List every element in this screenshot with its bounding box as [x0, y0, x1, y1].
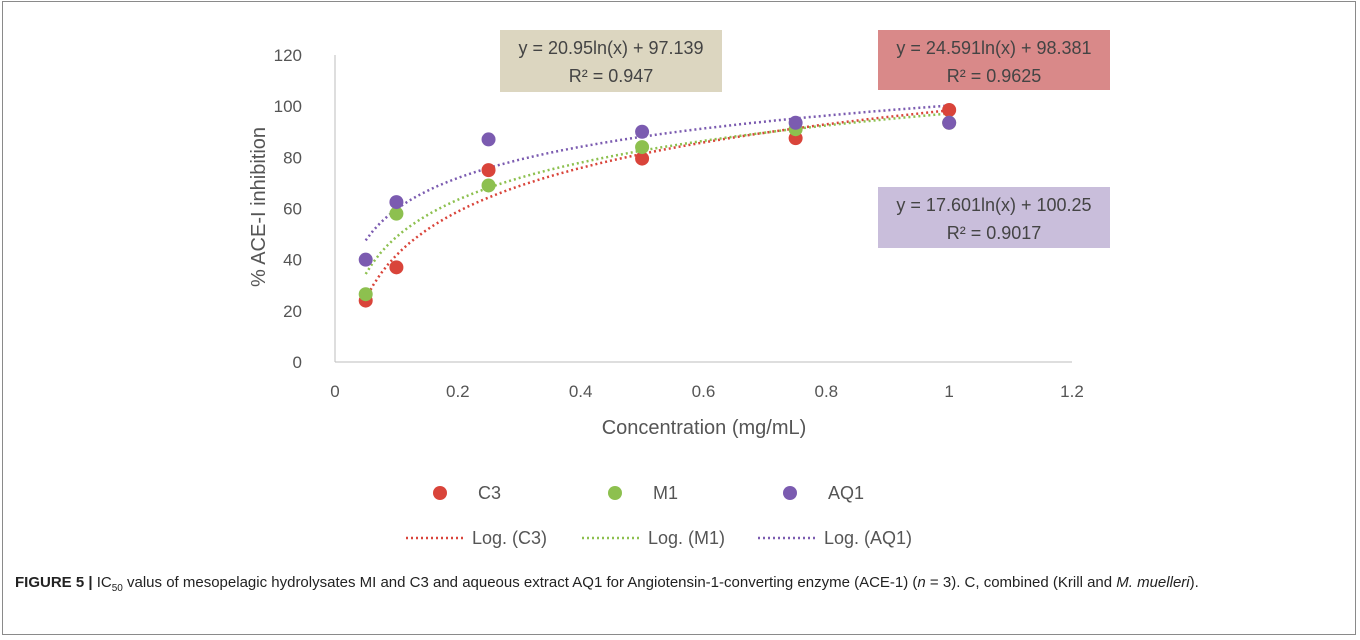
caption-ic: IC [96, 574, 112, 591]
y-axis-label: % ACE-I inhibition [248, 127, 270, 287]
trendline-aq1 [364, 104, 950, 242]
y-tick-label: 80 [283, 148, 302, 167]
point-m1 [481, 178, 496, 193]
x-tick-label: 0.4 [569, 382, 593, 401]
y-tick-label: 120 [274, 46, 302, 65]
point-c3 [635, 151, 650, 166]
r-squared-text-m1: R² = 0.947 [569, 66, 654, 86]
legend-label-aq1: AQ1 [828, 483, 864, 503]
data-points [358, 103, 957, 308]
legend-trendline-label-aq1: Log. (AQ1) [824, 528, 912, 548]
point-c3 [481, 163, 496, 178]
equation-text-c3: y = 24.591ln(x) + 98.381 [896, 38, 1091, 58]
r-squared-text-c3: R² = 0.9625 [947, 66, 1042, 86]
caption-text-1: valus of mesopelagic hydrolysates MI and… [122, 574, 918, 591]
caption-label: FIGURE 5 | [15, 574, 93, 591]
legend-marker-c3 [433, 486, 447, 500]
x-axis-label: Concentration (mg/mL) [602, 417, 807, 439]
equation-box-c3 [878, 30, 1110, 90]
equation-text-m1: y = 20.95ln(x) + 97.139 [518, 38, 703, 58]
legend-trendline-label-c3: Log. (C3) [472, 528, 547, 548]
axes: 0 0.2 0.4 0.6 0.8 1 1.2 0 20 40 60 80 100 120 [274, 46, 1084, 401]
equation-text-aq1: y = 17.601ln(x) + 100.25 [896, 195, 1091, 215]
figure-caption: FIGURE 5 | IC50 valus of mesopelagic hyd… [15, 572, 1345, 599]
point-aq1 [358, 252, 373, 267]
chart: 0 0.2 0.4 0.6 0.8 1 1.2 0 20 40 60 80 100 120 y = 24.… [248, 30, 1110, 548]
caption-ic-subscript: 50 [111, 583, 123, 594]
caption-text-3: ). [1189, 574, 1199, 591]
x-tick-label: 0.2 [446, 382, 470, 401]
trendline-c3 [364, 109, 950, 300]
point-aq1 [635, 124, 650, 139]
point-m1 [635, 140, 650, 155]
point-c3 [389, 260, 404, 275]
equation-box-m1 [500, 30, 722, 92]
legend-label-m1: M1 [653, 483, 678, 503]
point-aq1 [481, 132, 496, 147]
equation-boxes: y = 24.591ln(x) + 98.381 R² = 0.9625 y = 2… [500, 30, 1110, 248]
point-aq1 [942, 115, 957, 130]
point-aq1 [389, 195, 404, 210]
x-tick-label: 1 [944, 382, 953, 401]
legend-marker-aq1 [783, 486, 797, 500]
equation-box-aq1 [878, 187, 1110, 248]
x-tick-label: 0.6 [692, 382, 716, 401]
x-tick-label: 0 [330, 382, 339, 401]
y-tick-label: 0 [293, 353, 302, 372]
point-aq1 [788, 115, 803, 130]
y-tick-label: 20 [283, 302, 302, 321]
caption-species: M. muelleri [1116, 574, 1190, 591]
point-m1 [358, 287, 373, 302]
point-c3 [942, 103, 957, 118]
legend-marker-m1 [608, 486, 622, 500]
y-tick-label: 100 [274, 97, 302, 116]
x-tick-label: 1.2 [1060, 382, 1084, 401]
caption-text-2: = 3). C, combined (Krill and [925, 574, 1117, 591]
y-tick-label: 60 [283, 200, 302, 219]
point-m1 [389, 206, 404, 221]
trendlines [364, 104, 950, 300]
caption-n: n [917, 574, 926, 591]
legend: C3 M1 AQ1 Log. (C3) Log. (M1) Log. (AQ1) [406, 483, 912, 548]
y-tick-label: 40 [283, 251, 302, 270]
legend-label-c3: C3 [478, 483, 501, 503]
trendline-m1 [364, 112, 950, 275]
legend-trendline-label-m1: Log. (M1) [648, 528, 725, 548]
r-squared-text-aq1: R² = 0.9017 [947, 223, 1042, 243]
x-tick-label: 0.8 [815, 382, 839, 401]
